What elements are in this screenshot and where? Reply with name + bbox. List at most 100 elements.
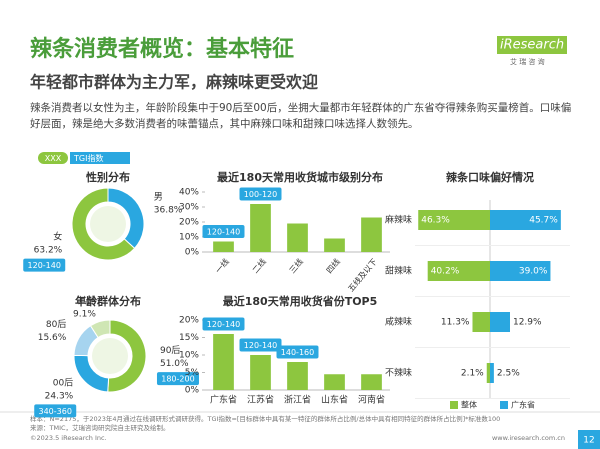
footer-source: 来源：TMIC，艾瑞咨询研究院自主研究及绘制。 [30,423,170,432]
page-number: 12 [583,436,594,446]
row-label: 咸辣味 [385,316,412,328]
tgi-badge [156,372,199,386]
y-tick-label: 40% [179,188,199,198]
legend-badge-text: XXX [45,154,62,163]
slice-label: 女 [53,231,62,243]
tgi-label: 140-160 [281,348,314,357]
bar [490,210,561,230]
row-label: 麻辣味 [385,214,412,226]
bar [490,312,510,332]
bar [287,362,308,390]
tgi-label: 120-140 [207,320,240,329]
x-tick-label: 浙江省 [284,394,311,406]
bar [361,217,382,252]
tgi-badge [34,404,77,418]
slice-value: 24.3% [45,391,74,401]
tgi-badge [202,225,245,238]
value-label: 2.5% [497,369,520,379]
bar [324,238,345,252]
bar [324,374,345,390]
x-tick-label: 三线 [287,256,305,275]
logo-sub: 艾 瑞 咨 询 [510,57,545,66]
value-label: 45.7% [529,216,558,226]
slice-value: 9.1% [73,310,96,320]
chart-title: 最近180天常用收货城市级别分布 [217,170,383,184]
row-label: 甜辣味 [385,265,412,277]
chart-title: 最近180天常用收货省份TOP5 [223,294,378,308]
x-tick-label: 二线 [250,256,268,275]
pie-slice [89,319,111,339]
chart-title: 辣条口味偏好情况 [446,170,534,184]
tgi-badge [202,317,245,331]
legend-label: 广东省 [511,400,535,410]
x-tick-label: 江苏省 [247,394,274,406]
y-tick-label: 0% [185,248,200,258]
slice-label: 00后 [53,377,73,388]
x-tick-label: 广东省 [210,394,237,406]
y-tick-label: 0% [185,386,200,396]
tgi-badge [239,338,282,352]
tgi-badge [23,258,66,272]
y-tick-label: 10% [179,233,199,243]
title: 辣条消费者概览：基本特征 [30,36,294,62]
value-label: 39.0% [519,267,548,277]
legend-swatch [500,401,508,409]
value-label: 11.3% [441,318,470,328]
y-tick-label: 30% [179,203,199,213]
legend-swatch [450,401,458,409]
bar [250,204,271,252]
slice-value: 15.6% [38,333,67,343]
bar [213,334,234,390]
bar [361,374,382,390]
tgi-label: 180-200 [161,375,194,384]
bar [418,210,490,230]
y-tick-label: 15% [179,333,199,343]
x-tick-label: 五线及以下 [346,256,379,293]
tgi-badge [239,187,282,201]
tgi-label: 120-140 [207,228,240,237]
slice-label: 90后 [160,345,180,356]
row-label: 不辣味 [385,367,412,379]
pie-slice [107,319,147,393]
y-tick-label: 10% [179,351,199,361]
slice-label: 80后 [46,319,66,330]
slice-value: 51.0% [160,359,189,369]
bar [472,312,490,332]
logo: iResearch [500,38,564,53]
x-tick-label: 四线 [324,256,342,275]
tgi-label: 100-120 [244,190,277,199]
legend-badge [38,152,68,164]
bar [213,241,234,252]
value-label: 40.2% [431,267,460,277]
footer-note: 样本：N=2175，于2023年4月通过在线调研形式调研获得。TGI指数=[目标… [30,414,500,423]
donut-center [92,338,128,374]
description: 辣条消费者以女性为主，年龄阶段集中于90后至00后，坐拥大量都市年轻群体的广东省… [30,102,572,130]
bar [490,363,494,383]
value-label: 2.1% [461,369,484,379]
y-tick-label: 20% [179,316,199,326]
slice-label: 男 [154,191,163,202]
slice-label: 其他 [78,295,96,307]
slice-value: 63.2% [34,246,63,256]
tgi-label: 120-140 [244,341,277,350]
legend-bar [70,152,130,164]
bar [486,363,490,383]
y-tick-label: 20% [179,218,199,228]
x-tick-label: 一线 [213,256,231,275]
tgi-label: 120-140 [28,261,61,270]
x-tick-label: 山东省 [321,394,348,406]
subtitle: 年轻都市群体为主力军，麻辣味更受欢迎 [30,73,318,92]
value-label: 46.3% [421,216,450,226]
tgi-badge [276,345,319,359]
footer-url: www.iresearch.com.cn [492,434,565,442]
bar [490,261,551,281]
donut-center [90,206,126,242]
chart-title: 性别分布 [86,170,130,184]
bar [250,355,271,390]
footer-copyright: ©2023.5 iResearch Inc. [30,434,107,442]
x-tick-label: 河南省 [358,394,385,406]
tgi-label: 340-360 [39,407,72,416]
bar [427,261,490,281]
